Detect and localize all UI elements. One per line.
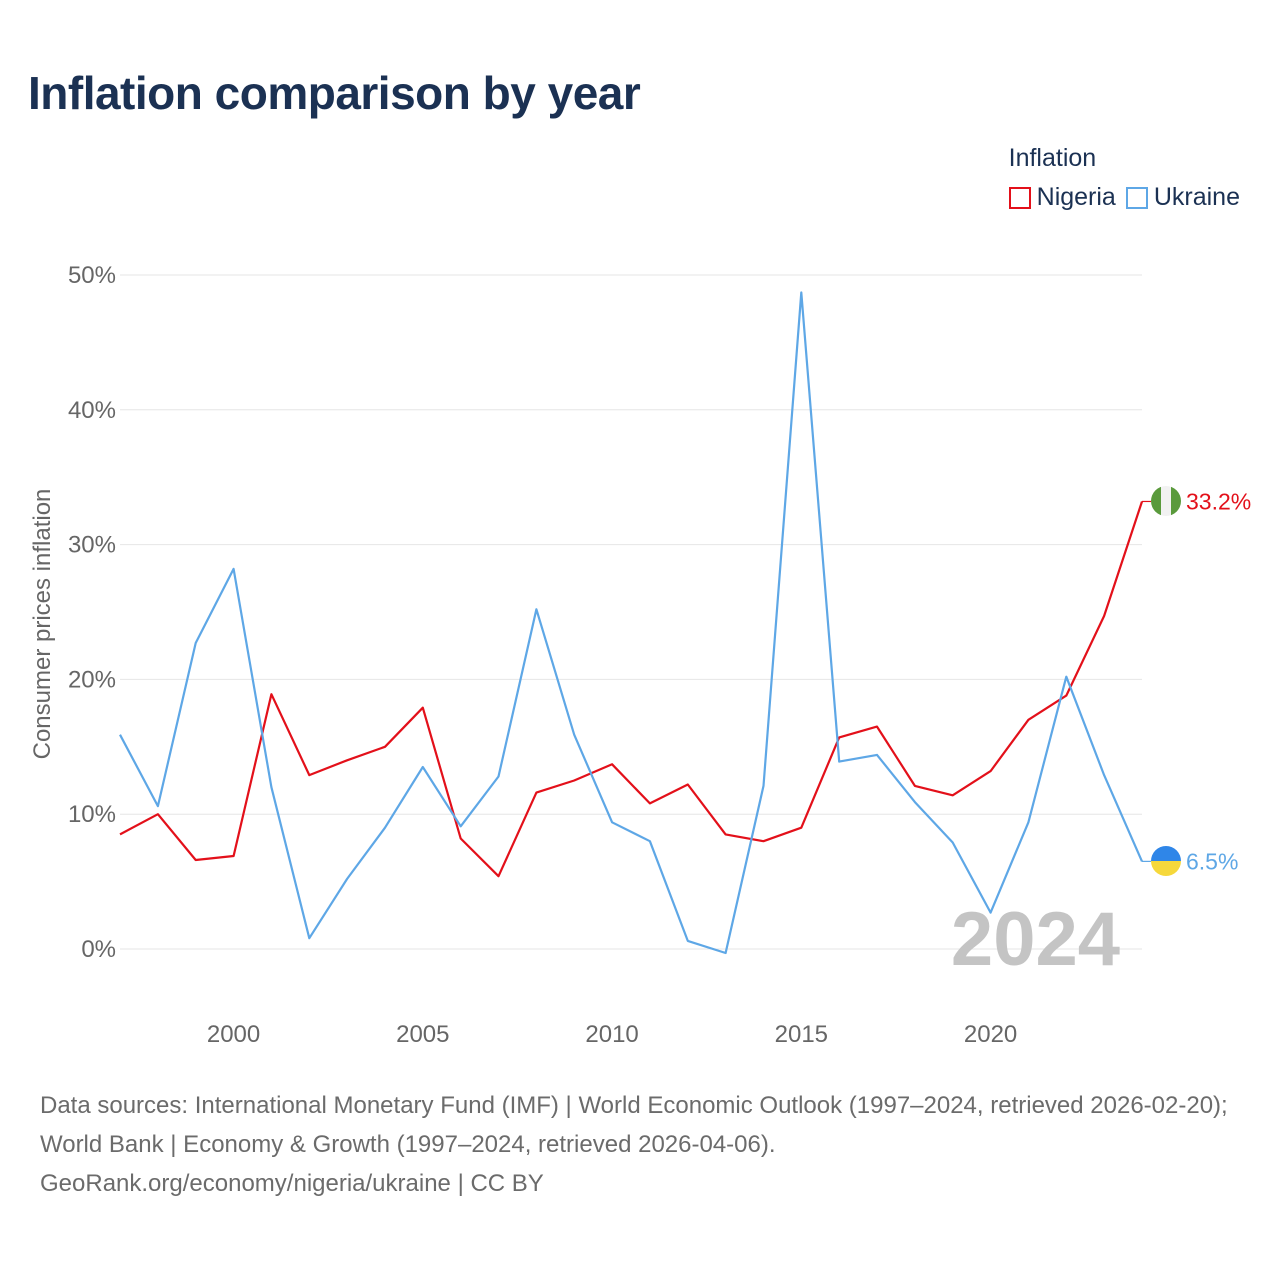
series-line-ukraine[interactable]	[119, 291, 1144, 955]
year-watermark: 2024	[951, 897, 1120, 982]
source-text: Data sources: International Monetary Fun…	[40, 1092, 1228, 1158]
source-note: Data sources: International Monetary Fun…	[40, 1086, 1250, 1203]
chart-title: Inflation comparison by year	[28, 67, 641, 119]
end-value-label-nigeria: 33.2%	[1186, 488, 1251, 514]
legend-label-nigeria: Nigeria	[1036, 183, 1116, 211]
legend-swatch-nigeria	[1008, 186, 1031, 209]
x-tick-label: 2005	[396, 1021, 449, 1048]
ukraine-flag-icon	[1151, 846, 1181, 876]
legend: Inflation Nigeria Ukraine	[1008, 144, 1240, 212]
line-chart: 0% 10% 20% 30% 40% 50% 2000 2005 2010 2015 2020 C…	[29, 262, 1251, 1048]
legend-label-ukraine: Ukraine	[1153, 183, 1240, 211]
x-tick-label: 2015	[775, 1021, 828, 1048]
nigeria-flag-icon	[1151, 486, 1181, 516]
y-tick-label: 20%	[68, 666, 116, 693]
x-tick-label: 2010	[585, 1021, 638, 1048]
legend-item-nigeria[interactable]: Nigeria	[1008, 183, 1116, 212]
legend-title: Inflation	[1008, 144, 1097, 172]
y-tick-label: 50%	[68, 262, 116, 289]
series-line-nigeria[interactable]	[119, 501, 1144, 878]
legend-item-ukraine[interactable]: Ukraine	[1125, 183, 1240, 212]
y-tick-label: 30%	[68, 532, 116, 559]
legend-swatch-ukraine	[1125, 186, 1148, 209]
y-tick-label: 10%	[68, 801, 116, 828]
source-link[interactable]: GeoRank.org/economy/nigeria/ukraine | CC…	[40, 1170, 544, 1197]
x-tick-label: 2000	[207, 1021, 260, 1048]
y-tick-label: 0%	[81, 936, 116, 963]
end-value-label-ukraine: 6.5%	[1186, 848, 1238, 874]
x-tick-label: 2020	[964, 1021, 1017, 1048]
y-tick-label: 40%	[68, 397, 116, 424]
y-axis-label: Consumer prices inflation	[29, 489, 56, 760]
